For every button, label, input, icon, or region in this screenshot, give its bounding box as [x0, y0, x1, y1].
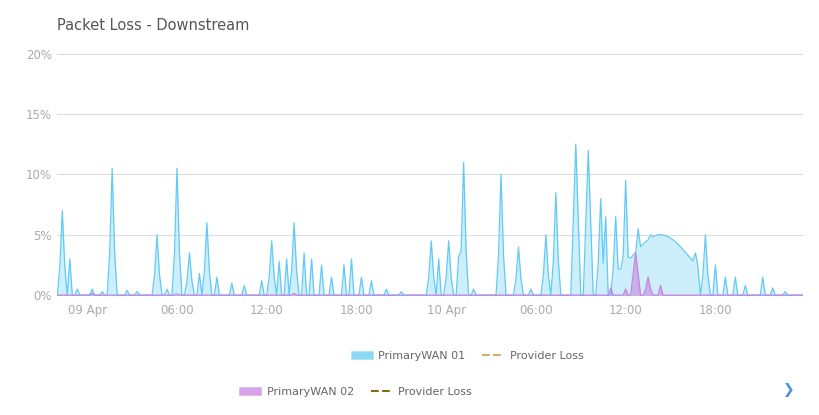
Legend: PrimaryWAN 02, Provider Loss: PrimaryWAN 02, Provider Loss: [234, 382, 477, 401]
Text: Packet Loss - Downstream: Packet Loss - Downstream: [57, 18, 250, 33]
Text: ❯: ❯: [783, 383, 794, 397]
